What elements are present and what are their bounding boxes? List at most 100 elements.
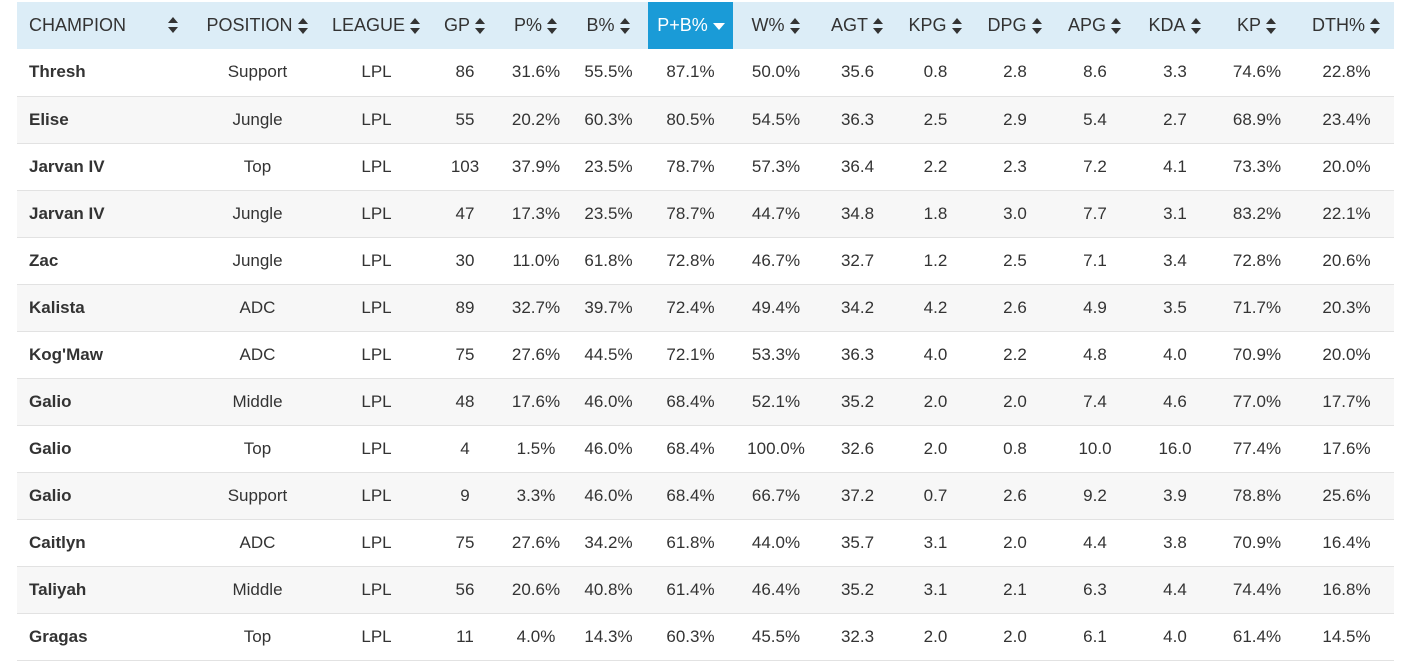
column-header-kda[interactable]: KDA xyxy=(1135,2,1215,49)
cell-w: 66.7% xyxy=(751,485,801,505)
cell-position: ADC xyxy=(239,532,276,552)
sort-down-arrow xyxy=(475,27,485,34)
cell-kda: 3.8 xyxy=(1163,532,1187,552)
champion-stats-table: CHAMPION POSITION LEAGUE GP P% B% P+B% W% AGT KPG… xyxy=(17,2,1394,661)
cell-kda: 3.1 xyxy=(1163,203,1187,223)
cell-apg: 7.2 xyxy=(1083,156,1107,176)
column-header-position[interactable]: POSITION xyxy=(189,2,326,49)
column-header-agt[interactable]: AGT xyxy=(819,2,896,49)
column-header-p[interactable]: P% xyxy=(503,2,569,49)
sort-up-arrow xyxy=(1031,17,1042,24)
cell-kpg: 4.0 xyxy=(923,344,948,364)
cell-agt: 35.2 xyxy=(840,391,875,411)
column-header-dpg[interactable]: DPG xyxy=(975,2,1055,49)
cell-agt: 34.8 xyxy=(840,203,875,223)
cell-league: LPL xyxy=(361,532,392,552)
cell-kpg: 1.8 xyxy=(923,203,948,223)
sort-down-arrow xyxy=(712,22,725,30)
cell-position: Top xyxy=(243,626,272,646)
cell-w: 44.7% xyxy=(751,203,801,223)
cell-dpg: 2.8 xyxy=(1003,62,1027,82)
column-header-kpg[interactable]: KPG xyxy=(896,2,975,49)
sort-down-arrow xyxy=(547,27,557,34)
cell-league: LPL xyxy=(361,156,392,176)
cell-kda: 16.0 xyxy=(1158,438,1192,458)
cell-dpg: 2.5 xyxy=(1003,250,1027,270)
cell-w: 49.4% xyxy=(751,297,801,317)
cell-p: 20.6% xyxy=(511,579,561,599)
cell-agt: 32.7 xyxy=(840,250,875,270)
cell-agt: 34.2 xyxy=(840,297,875,317)
cell-position: Jungle xyxy=(232,203,283,223)
cell-league: LPL xyxy=(361,438,392,458)
cell-kpg: 1.2 xyxy=(923,250,948,270)
table-row: Jarvan IV Jungle LPL 47 17.3% 23.5% 78.7% 44.7%… xyxy=(17,190,1394,237)
cell-agt: 32.3 xyxy=(840,626,875,646)
cell-p: 3.3% xyxy=(516,485,556,505)
cell-b: 23.5% xyxy=(584,203,633,223)
cell-kpg: 3.1 xyxy=(923,579,948,599)
column-header-label: LEAGUE xyxy=(331,15,406,36)
cell-pb: 72.4% xyxy=(666,297,715,317)
table-body: Thresh Support LPL 86 31.6% 55.5% 87.1% 50.0% 35… xyxy=(17,49,1394,660)
cell-b: 60.3% xyxy=(584,109,633,129)
cell-gp: 55 xyxy=(455,109,475,129)
cell-position: Jungle xyxy=(232,109,283,129)
cell-p: 20.2% xyxy=(511,109,561,129)
cell-p: 37.9% xyxy=(511,156,561,176)
cell-champion: Zac xyxy=(29,250,59,270)
cell-w: 52.1% xyxy=(751,391,801,411)
sort-up-arrow xyxy=(297,17,308,24)
cell-apg: 6.1 xyxy=(1083,626,1107,646)
champion-stats-table-container: CHAMPION POSITION LEAGUE GP P% B% P+B% W% AGT KPG… xyxy=(17,2,1394,661)
cell-champion: Jarvan IV xyxy=(29,156,105,176)
column-header-pb[interactable]: P+B% xyxy=(648,2,733,49)
cell-apg: 8.6 xyxy=(1083,62,1107,82)
cell-dth: 20.3% xyxy=(1322,297,1371,317)
cell-kp: 77.0% xyxy=(1232,391,1282,411)
table-row: Thresh Support LPL 86 31.6% 55.5% 87.1% 50.0% 35… xyxy=(17,49,1394,96)
cell-champion: Thresh xyxy=(29,62,86,82)
cell-apg: 4.9 xyxy=(1083,297,1107,317)
column-header-champion[interactable]: CHAMPION xyxy=(17,2,189,49)
column-header-gp[interactable]: GP xyxy=(427,2,503,49)
cell-apg: 4.8 xyxy=(1083,344,1107,364)
cell-agt: 36.3 xyxy=(840,109,875,129)
column-header-label: CHAMPION xyxy=(29,15,127,36)
sort-both-icon xyxy=(168,17,179,33)
cell-kp: 83.2% xyxy=(1232,203,1282,223)
cell-kpg: 2.5 xyxy=(923,109,948,129)
cell-kpg: 0.7 xyxy=(923,485,948,505)
cell-pb: 61.4% xyxy=(666,579,715,599)
table-row: Gragas Top LPL 11 4.0% 14.3% 60.3% 45.5% 32.3 2.0… xyxy=(17,613,1394,660)
column-header-dth[interactable]: DTH% xyxy=(1299,2,1394,49)
column-header-w[interactable]: W% xyxy=(733,2,819,49)
cell-champion: Kalista xyxy=(29,297,85,317)
sort-up-arrow xyxy=(410,17,421,24)
cell-dth: 20.6% xyxy=(1322,250,1371,270)
sort-both-icon xyxy=(789,17,801,34)
column-header-apg[interactable]: APG xyxy=(1055,2,1135,49)
column-header-league[interactable]: LEAGUE xyxy=(326,2,427,49)
cell-kpg: 2.2 xyxy=(923,156,948,176)
column-header-b[interactable]: B% xyxy=(569,2,648,49)
cell-dth: 22.1% xyxy=(1322,203,1371,223)
column-header-label: KPG xyxy=(908,15,947,36)
cell-dpg: 2.6 xyxy=(1003,297,1027,317)
cell-kda: 3.4 xyxy=(1163,250,1187,270)
cell-gp: 86 xyxy=(455,62,475,82)
cell-pb: 60.3% xyxy=(666,626,715,646)
cell-w: 50.0% xyxy=(751,62,801,82)
column-header-kp[interactable]: KP xyxy=(1215,2,1299,49)
cell-apg: 9.2 xyxy=(1083,485,1107,505)
cell-position: ADC xyxy=(239,344,276,364)
sort-down-arrow xyxy=(619,27,630,34)
table-row: Zac Jungle LPL 30 11.0% 61.8% 72.8% 46.7% 32.7 1.… xyxy=(17,237,1394,284)
cell-agt: 35.2 xyxy=(840,579,875,599)
cell-gp: 56 xyxy=(455,579,475,599)
sort-down-arrow xyxy=(297,27,308,34)
cell-gp: 30 xyxy=(455,250,475,270)
cell-w: 46.4% xyxy=(751,579,801,599)
cell-kpg: 0.8 xyxy=(923,62,948,82)
cell-dpg: 2.0 xyxy=(1003,391,1027,411)
